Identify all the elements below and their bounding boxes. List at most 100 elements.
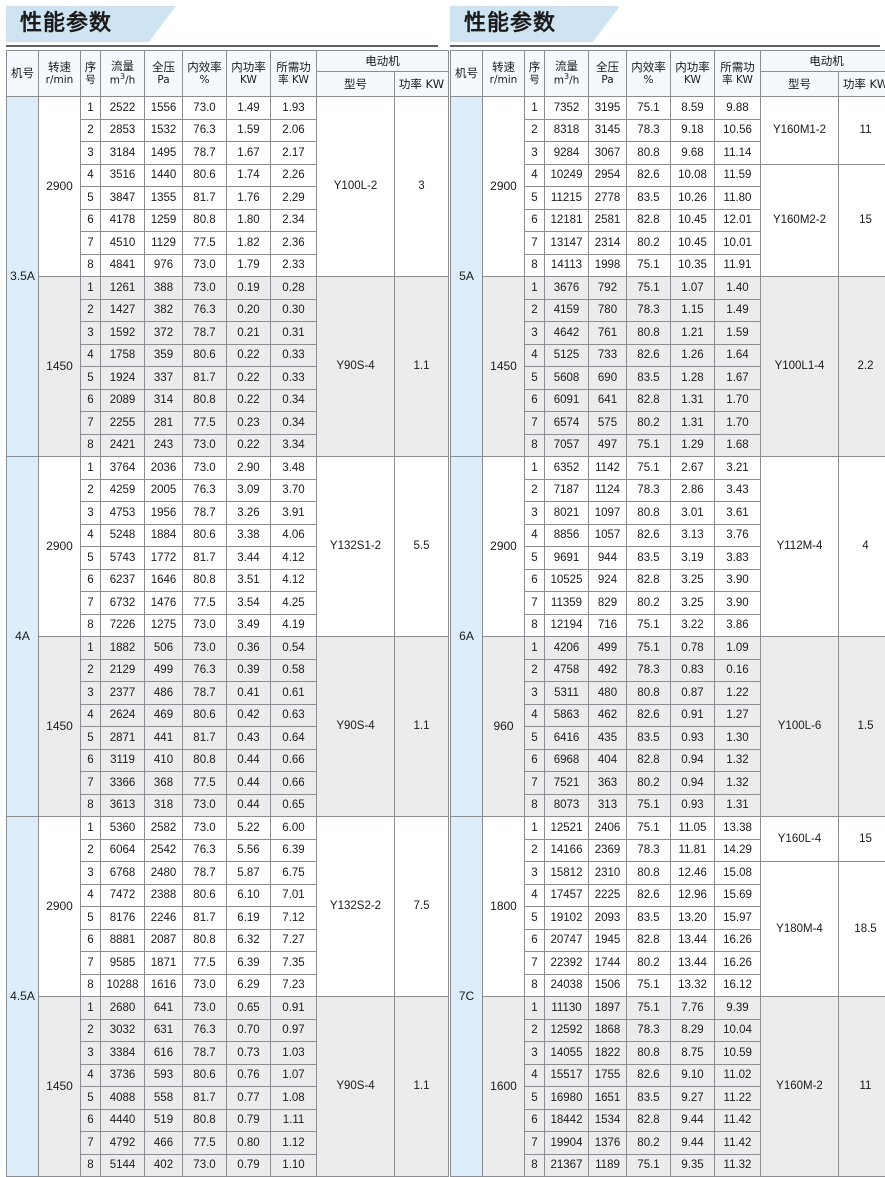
header-index-line1: 序 [529,60,541,74]
inner-power-cell: 11.81 [671,839,715,862]
required-power-cell: 1.31 [715,794,761,817]
index-cell: 1 [81,97,101,120]
flow-cell: 4159 [545,299,589,322]
required-power-cell: 0.61 [271,682,317,705]
pressure-cell: 359 [145,344,183,367]
flow-cell: 12181 [545,209,589,232]
flow-cell: 1592 [101,322,145,345]
efficiency-cell: 75.1 [627,277,671,300]
efficiency-cell: 81.7 [183,727,227,750]
inner-power-cell: 9.10 [671,1064,715,1087]
required-power-cell: 15.69 [715,884,761,907]
pressure-cell: 1998 [589,254,627,277]
required-power-cell: 0.16 [715,659,761,682]
inner-power-cell: 0.91 [671,704,715,727]
pressure-cell: 2310 [589,862,627,885]
speed-cell: 2900 [39,457,81,637]
machine-number-cell: 5A [451,97,483,457]
efficiency-cell: 73.0 [183,974,227,997]
header-flow-line1: 流量 [555,59,578,73]
inner-power-cell: 10.26 [671,187,715,210]
inner-power-cell: 3.25 [671,592,715,615]
inner-power-cell: 1.49 [227,97,271,120]
inner-power-cell: 10.45 [671,209,715,232]
flow-cell: 5144 [101,1154,145,1177]
flow-cell: 8318 [545,119,589,142]
inner-power-cell: 1.26 [671,344,715,367]
header-index-line2: 号 [525,75,544,86]
efficiency-cell: 82.6 [627,704,671,727]
inner-power-cell: 0.94 [671,772,715,795]
flow-cell: 20747 [545,929,589,952]
flow-cell: 9585 [101,952,145,975]
index-cell: 7 [81,232,101,255]
flow-cell: 3384 [101,1042,145,1065]
index-cell: 5 [81,727,101,750]
inner-power-cell: 6.39 [227,952,271,975]
flow-cell: 1427 [101,299,145,322]
inner-power-cell: 1.67 [227,142,271,165]
inner-power-cell: 1.80 [227,209,271,232]
pressure-cell: 372 [145,322,183,345]
required-power-cell: 9.39 [715,997,761,1020]
efficiency-cell: 82.6 [627,1064,671,1087]
inner-power-cell: 1.59 [227,119,271,142]
speed-cell: 1800 [483,817,525,997]
inner-power-cell: 3.38 [227,524,271,547]
pressure-cell: 641 [145,997,183,1020]
required-power-cell: 2.33 [271,254,317,277]
index-cell: 7 [81,952,101,975]
flow-cell: 7352 [545,97,589,120]
required-power-cell: 3.90 [715,569,761,592]
pressure-cell: 2388 [145,884,183,907]
index-cell: 1 [525,457,545,480]
index-cell: 7 [81,592,101,615]
pressure-cell: 631 [145,1019,183,1042]
inner-power-cell: 0.80 [227,1132,271,1155]
machine-number-cell: 4.5A [7,817,39,1177]
index-cell: 3 [525,682,545,705]
flow-cell: 9284 [545,142,589,165]
header-index-line2: 号 [81,75,100,86]
pressure-cell: 363 [589,772,627,795]
flow-cell: 10288 [101,974,145,997]
efficiency-cell: 78.7 [183,862,227,885]
pressure-cell: 1744 [589,952,627,975]
flow-cell: 4758 [545,659,589,682]
efficiency-cell: 73.0 [183,97,227,120]
inner-power-cell: 1.79 [227,254,271,277]
inner-power-cell: 0.93 [671,727,715,750]
section-banner: 性能参数 [450,6,880,48]
index-cell: 3 [81,682,101,705]
efficiency-cell: 73.0 [183,614,227,637]
efficiency-cell: 77.5 [183,772,227,795]
header-flow-line1: 流量 [111,59,134,73]
pressure-cell: 2369 [589,839,627,862]
efficiency-cell: 78.3 [627,299,671,322]
pressure-cell: 1822 [589,1042,627,1065]
flow-cell: 2255 [101,412,145,435]
inner-power-cell: 5.56 [227,839,271,862]
required-power-cell: 1.07 [271,1064,317,1087]
header-efficiency-line1: 内效率 [631,60,666,74]
required-power-cell: 0.91 [271,997,317,1020]
efficiency-cell: 77.5 [183,952,227,975]
speed-cell: 2900 [39,97,81,277]
index-cell: 4 [81,884,101,907]
header-flow-line2: m3/h [101,73,144,87]
pressure-cell: 1376 [589,1132,627,1155]
required-power-cell: 13.38 [715,817,761,840]
required-power-cell: 3.43 [715,479,761,502]
efficiency-cell: 73.0 [183,997,227,1020]
flow-cell: 6416 [545,727,589,750]
speed-cell: 1450 [39,277,81,457]
inner-power-cell: 8.75 [671,1042,715,1065]
efficiency-cell: 82.6 [627,524,671,547]
flow-cell: 14055 [545,1042,589,1065]
